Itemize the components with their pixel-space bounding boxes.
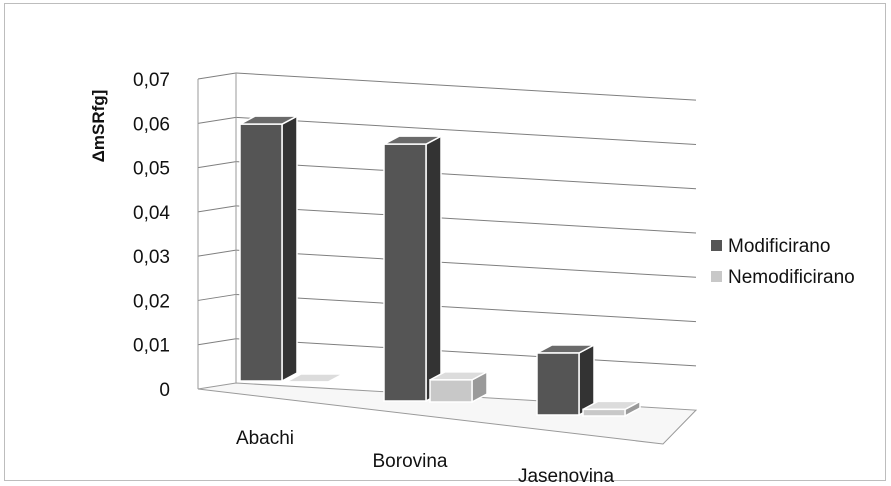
gridline-side (198, 294, 236, 300)
gridline (236, 250, 696, 277)
y-tick-label: 0,03 (133, 247, 170, 268)
gridline-side (198, 250, 236, 256)
y-tick-label: 0,06 (133, 114, 170, 135)
bar-nemodificirano-abachi (286, 382, 328, 383)
bar-top-nemodificirano (286, 374, 343, 382)
legend-swatch-modificirano (711, 240, 722, 251)
bars (240, 116, 640, 416)
bar-side-modificirano (426, 136, 441, 401)
gridline (236, 294, 696, 321)
y-axis-ticks: 0 0,01 0,02 0,03 0,04 0,05 0,06 0,07 (133, 70, 170, 401)
legend-label-modificirano: Modificirano (728, 236, 830, 257)
bar-modificirano-abachi (240, 124, 282, 381)
legend: Modificirano Nemodificirano (711, 236, 855, 288)
gridline-side (198, 73, 236, 79)
y-tick-label: 0,02 (133, 291, 170, 312)
x-category-label: Abachi (236, 428, 294, 449)
gridline-side (198, 117, 236, 123)
gridline (236, 206, 696, 233)
gridline (236, 339, 696, 366)
y-tick-label: 0,05 (133, 159, 170, 180)
gridline-side (198, 339, 236, 345)
y-tick-label: 0 (159, 380, 170, 401)
gridline (236, 162, 696, 189)
x-category-label: Jasenovina (518, 466, 615, 486)
gridline (236, 117, 696, 144)
y-tick-label: 0,01 (133, 336, 170, 357)
gridline (236, 73, 696, 100)
y-tick-label: 0,07 (133, 70, 170, 91)
bar-side-modificirano (282, 116, 297, 381)
bar-modificirano-borovina (384, 144, 426, 401)
legend-label-nemodificirano: Nemodificirano (728, 267, 855, 288)
gridline-side (198, 206, 236, 212)
gridline-side (198, 162, 236, 168)
y-tick-label: 0,04 (133, 203, 170, 224)
x-category-label: Borovina (373, 451, 448, 472)
bar-nemodificirano-jasenovina (583, 409, 625, 416)
y-axis-title: ΔmSRfg] (89, 90, 108, 163)
x-axis-categories: Abachi Borovina Jasenovina (236, 428, 615, 486)
bar-nemodificirano-borovina (430, 380, 472, 402)
bar-modificirano-jasenovina (537, 353, 579, 415)
legend-swatch-nemodificirano (711, 271, 722, 282)
